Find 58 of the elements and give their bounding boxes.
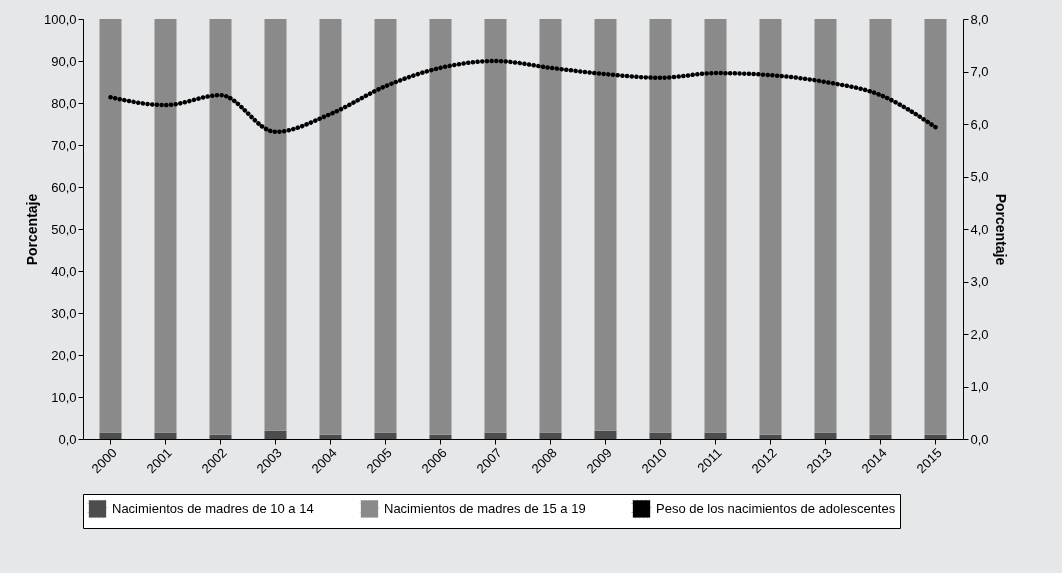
bar — [594, 430, 617, 439]
bar — [429, 434, 452, 439]
bar — [759, 19, 782, 435]
bar — [264, 19, 287, 431]
legend-label: Peso de los nacimientos de adolescentes — [656, 500, 896, 516]
y2-tick-label: 0,0 — [970, 431, 989, 447]
bar — [429, 19, 452, 435]
y-axis-title: Porcentaje — [23, 193, 40, 266]
bar — [924, 434, 947, 439]
y-tick-label: 60,0 — [51, 179, 77, 195]
y2-tick-label: 3,0 — [970, 274, 989, 289]
y-tick-label: 40,0 — [51, 263, 77, 279]
bar — [869, 434, 892, 439]
bar — [374, 19, 397, 433]
bar — [704, 432, 727, 439]
y2-tick-label: 7,0 — [970, 64, 989, 79]
y-tick-label: 20,0 — [51, 347, 77, 363]
bar — [539, 19, 562, 433]
bar — [99, 19, 122, 433]
legend-label: Nacimientos de madres de 15 a 19 — [384, 500, 586, 516]
bar — [869, 19, 892, 435]
y-tick-label: 80,0 — [51, 95, 77, 111]
bar — [649, 432, 672, 439]
y2-axis-title: Porcentaje — [992, 193, 1009, 266]
bar — [814, 432, 837, 439]
y-tick-label: 0,0 — [58, 431, 77, 447]
y-tick-label: 100,0 — [43, 11, 77, 27]
y-tick-label: 10,0 — [51, 389, 77, 405]
bar — [924, 19, 947, 435]
y-tick-label: 90,0 — [51, 53, 77, 69]
y2-tick-label: 2,0 — [970, 326, 989, 342]
bar — [594, 19, 617, 431]
bar — [319, 434, 342, 439]
bar — [759, 434, 782, 439]
bar — [319, 19, 342, 435]
bar — [484, 19, 507, 433]
y-tick-label: 50,0 — [51, 221, 77, 237]
y2-tick-label: 8,0 — [970, 11, 989, 27]
bar — [209, 19, 232, 435]
bar — [209, 434, 232, 439]
y-tick-label: 30,0 — [51, 305, 77, 321]
bar — [99, 432, 122, 439]
y2-tick-label: 4,0 — [970, 221, 989, 237]
bar — [374, 432, 397, 439]
line-series — [108, 58, 938, 135]
bar — [484, 432, 507, 439]
bar — [539, 432, 562, 439]
bar — [704, 19, 727, 433]
legend-label: Nacimientos de madres de 10 a 14 — [112, 500, 314, 516]
bar — [154, 432, 177, 439]
bar — [264, 430, 287, 439]
bar — [154, 19, 177, 433]
bar — [814, 19, 837, 433]
y-tick-label: 70,0 — [51, 137, 77, 153]
y2-tick-label: 5,0 — [970, 169, 989, 184]
bar — [649, 19, 672, 433]
y2-tick-label: 6,0 — [970, 116, 989, 132]
y2-tick-label: 1,0 — [970, 379, 989, 394]
